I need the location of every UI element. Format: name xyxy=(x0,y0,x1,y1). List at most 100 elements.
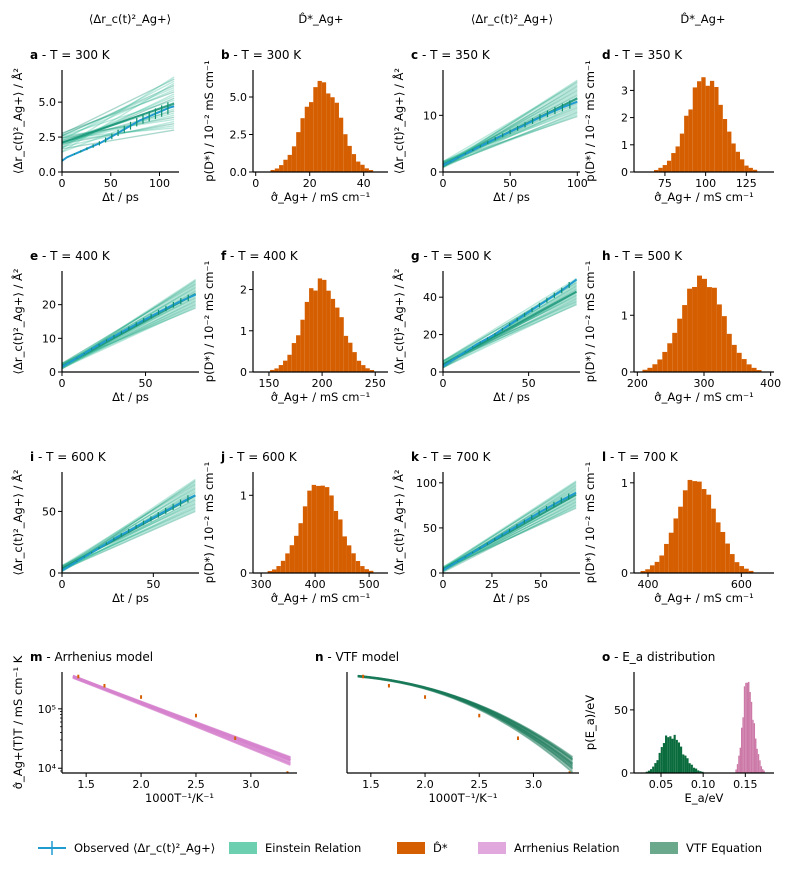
histogram-bar xyxy=(283,159,288,172)
ea-histogram-bar-arrhenius xyxy=(759,760,761,773)
einstein-sample-line xyxy=(62,302,196,368)
histogram-bar xyxy=(705,85,710,172)
einstein-sample-line xyxy=(62,287,197,366)
ea-histogram-bar-arrhenius xyxy=(755,738,757,773)
histogram-bar xyxy=(335,307,340,372)
x-tick-label: 500 xyxy=(359,578,380,591)
einstein-sample-line xyxy=(62,97,175,147)
panel-title: n - VTF model xyxy=(315,650,399,664)
histogram-bar xyxy=(298,523,303,573)
histogram-bar xyxy=(287,154,292,172)
plot-area xyxy=(270,278,375,372)
panel-letter: j xyxy=(220,450,225,464)
ea-histogram-bar-vtf xyxy=(699,771,702,773)
ea-histogram-bar-vtf xyxy=(675,739,678,773)
histogram-bar xyxy=(356,360,362,372)
x-tick-label: 0 xyxy=(59,578,66,591)
histogram-bar xyxy=(746,364,752,372)
panel-letter: h xyxy=(602,249,611,263)
histogram-bar xyxy=(701,489,707,573)
histogram-bar xyxy=(664,543,669,573)
histogram-bar xyxy=(320,485,325,573)
panel-o: 0.05 0.10 0.15 0 50 o - E_a distribution E_a/e… xyxy=(583,650,774,805)
vtf-sample-line xyxy=(357,675,573,764)
vtf-sample-line xyxy=(357,675,573,761)
histogram-bar xyxy=(364,168,369,172)
histogram-bar xyxy=(752,169,758,172)
x-tick-label: 25 xyxy=(485,578,499,591)
legend-item-5: VTF Equation xyxy=(650,841,762,855)
panel-title: k - T = 700 K xyxy=(411,450,492,464)
histogram-bar xyxy=(274,168,280,172)
column-headers: ⟨Δr_c(t)²_Ag+⟩ D̂*_Ag+ ⟨Δr_c(t)²_Ag+⟩ D̂*_A… xyxy=(89,12,726,26)
einstein-sample-line xyxy=(443,480,577,569)
vtf-sample-line xyxy=(357,674,573,767)
plot-area xyxy=(640,479,754,573)
ea-histogram-bar-arrhenius xyxy=(752,719,754,773)
histogram-bar xyxy=(287,354,292,372)
x-axis-label: Δt / ps xyxy=(493,591,530,605)
histogram-bar xyxy=(687,479,693,573)
y-tick-label: 20 xyxy=(42,299,56,312)
histogram-bar xyxy=(720,531,726,573)
histogram-bar xyxy=(355,561,361,573)
histogram-bar xyxy=(347,145,352,172)
legend-swatch xyxy=(478,842,506,854)
einstein-sample-line xyxy=(443,304,577,365)
arrhenius-sample-line xyxy=(72,675,291,759)
histogram-bar xyxy=(278,365,284,372)
ea-histogram-bar-vtf xyxy=(647,770,651,773)
einstein-sample-line xyxy=(443,301,577,366)
histogram-bar xyxy=(304,301,310,372)
histogram-bar xyxy=(307,490,312,573)
histogram-bar xyxy=(338,519,343,573)
histogram-bar xyxy=(662,351,668,372)
histogram-bar xyxy=(716,304,722,372)
panel-letter: g xyxy=(411,249,420,263)
ea-histogram-bar-arrhenius xyxy=(743,686,746,773)
einstein-sample-line xyxy=(443,496,577,573)
vtf-sample-line xyxy=(357,675,573,765)
histogram-bar xyxy=(740,159,745,172)
histogram-bar xyxy=(343,335,349,372)
histogram-bar xyxy=(657,359,663,372)
x-tick-label: 100 xyxy=(149,177,170,190)
einstein-sample-line xyxy=(62,281,197,367)
panel-title: b - T = 300 K xyxy=(221,48,302,62)
histogram-bar xyxy=(313,290,318,372)
einstein-sample-line xyxy=(62,283,197,364)
histogram-bar xyxy=(313,87,318,172)
column-header-2: D̂*_Ag+ xyxy=(298,12,343,26)
x-tick-label: 1.5 xyxy=(362,778,380,791)
histogram-bar xyxy=(365,368,370,372)
ea-histogram-bar-vtf xyxy=(645,771,648,773)
ea-histogram-bar-vtf xyxy=(671,738,674,773)
histogram-bar xyxy=(346,545,352,573)
ea-histogram-bar-arrhenius xyxy=(763,770,765,773)
einstein-sample-line xyxy=(62,510,196,571)
arrhenius-sample-line xyxy=(72,675,291,766)
x-tick-label: 125 xyxy=(736,177,757,190)
vtf-sample-line xyxy=(357,675,574,770)
y-tick-label: 1 xyxy=(621,309,628,322)
y-tick-label: 50 xyxy=(423,522,437,535)
vtf-sample-line xyxy=(357,675,574,772)
ea-histogram-bar-arrhenius xyxy=(757,754,760,773)
x-tick-label: 50 xyxy=(139,377,153,390)
histogram-bar xyxy=(702,278,707,372)
x-tick-label: 75 xyxy=(658,177,672,190)
x-tick-label: 0.15 xyxy=(733,778,758,791)
x-axis-label: σ̂_Ag+ / mS cm⁻¹ xyxy=(654,390,753,404)
einstein-sample-line xyxy=(443,297,577,366)
observed-msd-line xyxy=(62,494,196,572)
panel-title: m - Arrhenius model xyxy=(30,650,153,664)
histogram-bar xyxy=(756,370,762,372)
panel-e: 0 50 0 10 20 e - T = 400 K Δt / ps ⟨Δr_c(t)²_Ag… xyxy=(10,249,199,404)
histogram-bar xyxy=(678,506,683,573)
einstein-sample-line xyxy=(62,482,196,567)
arrhenius-sample-line xyxy=(72,674,291,762)
legend: Observed ⟨Δr_c(t)²_Ag+⟩ Einstein Relation… xyxy=(38,841,762,855)
plot-area xyxy=(62,478,196,573)
x-axis-label: σ̂_Ag+ / mS cm⁻¹ xyxy=(271,591,370,605)
histogram-bar xyxy=(739,566,745,573)
